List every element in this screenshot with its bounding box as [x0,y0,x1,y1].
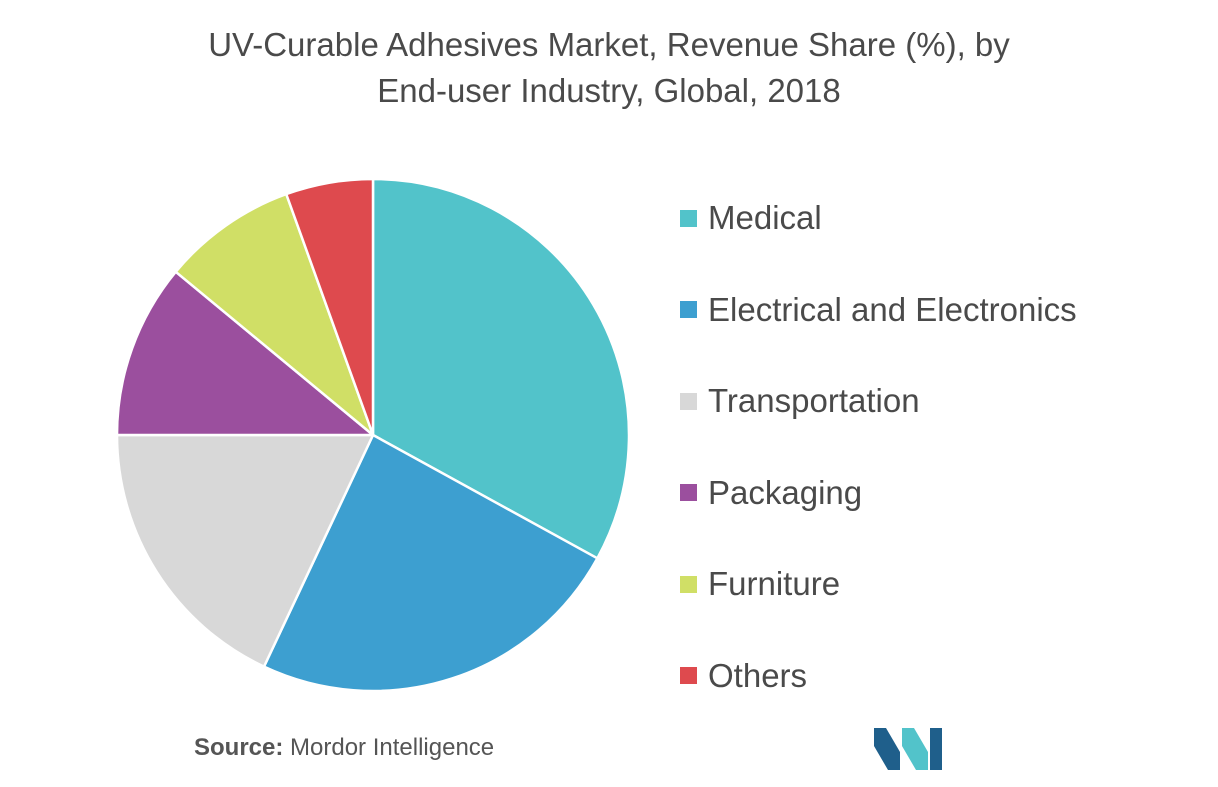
source-label: Source: [194,734,284,761]
legend-label-medical: Medical [708,199,822,236]
source-note: Source: Mordor Intelligence [194,734,494,762]
mordor-intelligence-logo [874,728,942,770]
legend-label-electrical-and-electronics: Electrical and Electronics [708,290,1077,328]
legend-label-furniture: Furniture [708,565,841,602]
legend-item-transportation: Transportation [680,379,920,423]
legend-item-medical: Medical [680,196,822,240]
legend-label-packaging: Packaging [708,473,863,511]
source-name: Mordor Intelligence [290,734,495,761]
logo-middle-shape [902,728,928,770]
legend-swatch-others [680,667,697,684]
pie-slice-electrical-and-electronics [262,433,599,693]
legend-swatch-furniture [680,575,697,593]
legend-item-furniture: Furniture [680,562,840,606]
legend-item-electrical-and-electronics: Electrical and Electronics [680,288,1077,332]
chart-title: UV-Curable Adhesives Market, Revenue Sha… [0,22,1218,114]
legend-item-packaging: Packaging [680,471,862,515]
legend-item-others: Others [680,654,807,698]
legend-swatch-transportation [680,392,697,410]
pie-slice-transportation [115,433,375,668]
legend-swatch-electrical-and-electronics [680,301,697,318]
chart-title-line-2: End-user Industry, Global, 2018 [377,72,841,109]
pie-slice-others [285,177,375,437]
legend-label-transportation: Transportation [708,382,920,419]
pie-slice-furniture [174,192,375,437]
chart-title-line-1: UV-Curable Adhesives Market, Revenue Sha… [208,26,1010,63]
pie-slice-packaging [115,270,375,437]
legend-swatch-packaging [680,484,697,501]
legend-swatch-medical [680,209,697,227]
legend-label-others: Others [708,656,808,694]
logo-left-shape [874,728,900,770]
pie-slice-medical [371,177,631,560]
logo-right-shape [930,728,942,770]
